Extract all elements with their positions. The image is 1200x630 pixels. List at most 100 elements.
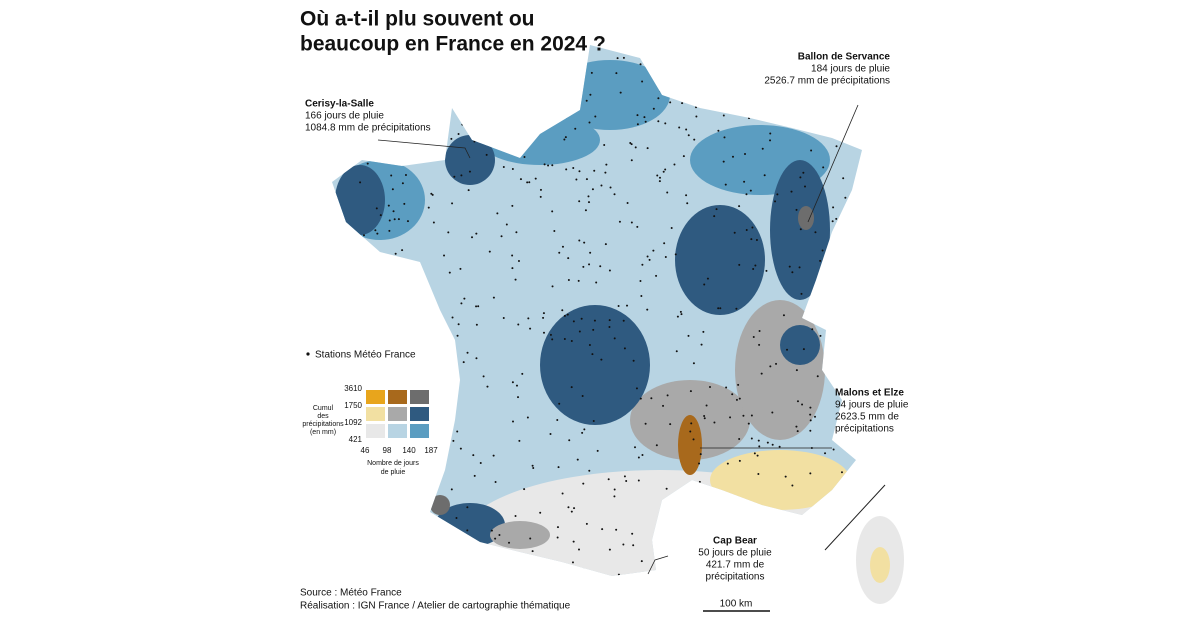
legend-swatch	[366, 407, 385, 421]
station-dot	[505, 223, 508, 226]
station-dot	[341, 488, 344, 491]
station-dot	[425, 71, 428, 74]
station-dot	[463, 97, 466, 100]
station-dot	[836, 300, 839, 303]
station-dot	[407, 514, 410, 517]
precip-break: 1092	[344, 418, 362, 427]
station-dot	[708, 88, 711, 91]
station-dot	[452, 439, 455, 442]
station-dot	[752, 115, 755, 118]
station-dot	[568, 439, 571, 442]
annotation-line: 1084.8 mm de précipitations	[305, 123, 431, 134]
station-dot	[473, 474, 476, 477]
station-dot	[711, 530, 714, 533]
station-dot	[616, 57, 619, 60]
station-dot	[527, 317, 530, 320]
station-dot	[634, 446, 637, 449]
station-dot	[427, 206, 430, 209]
station-dot	[748, 57, 751, 60]
station-dot	[490, 529, 493, 532]
station-dot	[401, 182, 404, 185]
station-dot	[783, 562, 786, 565]
station-dot	[842, 177, 845, 180]
station-dot	[769, 132, 772, 135]
station-dot	[703, 283, 706, 286]
station-dot	[754, 264, 757, 267]
station-dot	[585, 522, 588, 525]
station-dot	[346, 489, 349, 492]
station-dot	[451, 316, 454, 319]
station-dot	[682, 155, 685, 158]
days-break: 187	[424, 446, 438, 455]
station-dot	[551, 105, 554, 108]
days-title: de pluie	[381, 469, 406, 476]
station-dot	[425, 135, 428, 138]
station-dot	[670, 546, 673, 549]
station-dot	[837, 315, 840, 318]
station-dot	[572, 540, 575, 543]
station-dot	[374, 229, 377, 232]
station-dot	[494, 537, 497, 540]
annotation-line: 421.7 mm de	[706, 560, 765, 571]
station-dot	[760, 372, 763, 375]
station-dot	[435, 326, 438, 329]
station-dot	[846, 570, 849, 573]
station-dot	[758, 343, 761, 346]
station-dot	[567, 257, 570, 260]
station-dot	[562, 90, 565, 93]
station-dot	[563, 337, 566, 340]
station-dot	[819, 334, 822, 337]
station-dot	[622, 56, 625, 59]
station-dot	[641, 454, 644, 457]
station-dot	[613, 193, 616, 196]
station-dot	[397, 218, 400, 221]
station-dot	[832, 206, 835, 209]
station-dot	[345, 163, 348, 166]
station-dot	[457, 132, 460, 135]
station-dot	[450, 379, 453, 382]
station-dot	[532, 467, 535, 470]
station-dot	[677, 84, 680, 87]
station-dot	[779, 60, 782, 63]
station-dot	[473, 140, 476, 143]
station-dot	[664, 256, 667, 259]
station-dot	[687, 94, 690, 97]
station-dot	[820, 504, 823, 507]
station-dot	[549, 333, 552, 336]
station-dot	[809, 406, 812, 409]
station-dot	[526, 416, 529, 419]
precip-title: Cumul	[313, 405, 334, 412]
station-dot	[824, 556, 827, 559]
station-dot	[522, 89, 525, 92]
station-dot	[339, 501, 342, 504]
station-dot	[342, 228, 345, 231]
station-dot	[622, 543, 625, 546]
station-dot	[387, 204, 390, 207]
station-dot	[435, 433, 438, 436]
station-dot	[802, 348, 805, 351]
station-dot	[369, 515, 372, 518]
station-dot	[745, 229, 748, 232]
station-dot	[390, 174, 393, 177]
station-dot	[644, 422, 647, 425]
station-dot	[591, 353, 594, 356]
station-dot	[723, 136, 726, 139]
station-dot	[450, 137, 453, 140]
station-dot	[618, 220, 621, 223]
station-dot	[370, 514, 373, 517]
station-dot	[386, 153, 389, 156]
station-dot	[356, 232, 359, 235]
station-dot	[681, 102, 684, 105]
station-dot	[379, 384, 382, 387]
station-dot	[717, 129, 720, 132]
station-dot	[763, 174, 766, 177]
station-dot	[640, 560, 643, 563]
station-dot	[796, 430, 799, 433]
legend-swatch	[388, 390, 407, 404]
station-dot	[765, 269, 768, 272]
station-dot	[492, 454, 495, 457]
station-dot	[698, 55, 701, 58]
station-dot	[842, 501, 845, 504]
legend-swatch	[388, 407, 407, 421]
station-dot	[644, 120, 647, 123]
